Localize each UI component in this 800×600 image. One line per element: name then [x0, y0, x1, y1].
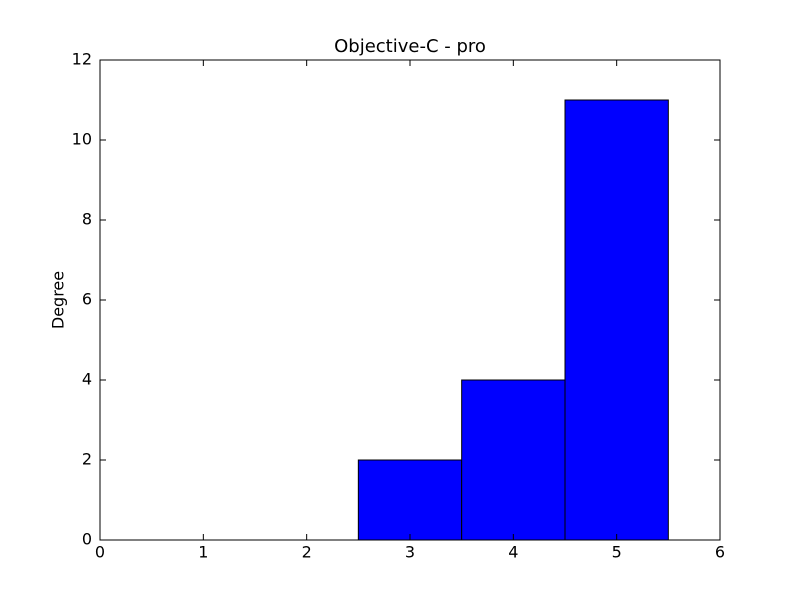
y-tick-label: 2: [82, 450, 92, 469]
chart-title: Objective-C - pro: [334, 36, 486, 57]
x-tick-label: 1: [198, 543, 208, 562]
x-tick-label: 6: [715, 543, 725, 562]
bar: [357, 459, 463, 541]
y-axis-label: Degree: [49, 271, 68, 329]
x-tick-label: 2: [302, 543, 312, 562]
y-tick-label: 10: [72, 130, 92, 149]
bar: [461, 379, 566, 541]
x-tick-label: 3: [405, 543, 415, 562]
x-tick-label: 5: [612, 543, 622, 562]
x-tick-label: 4: [508, 543, 518, 562]
y-tick-label: 0: [82, 530, 92, 549]
y-tick-label: 12: [72, 50, 92, 69]
y-tick-label: 8: [82, 210, 92, 229]
y-tick-label: 6: [82, 290, 92, 309]
bar: [564, 99, 669, 541]
y-tick-label: 4: [82, 370, 92, 389]
x-tick-label: 0: [95, 543, 105, 562]
